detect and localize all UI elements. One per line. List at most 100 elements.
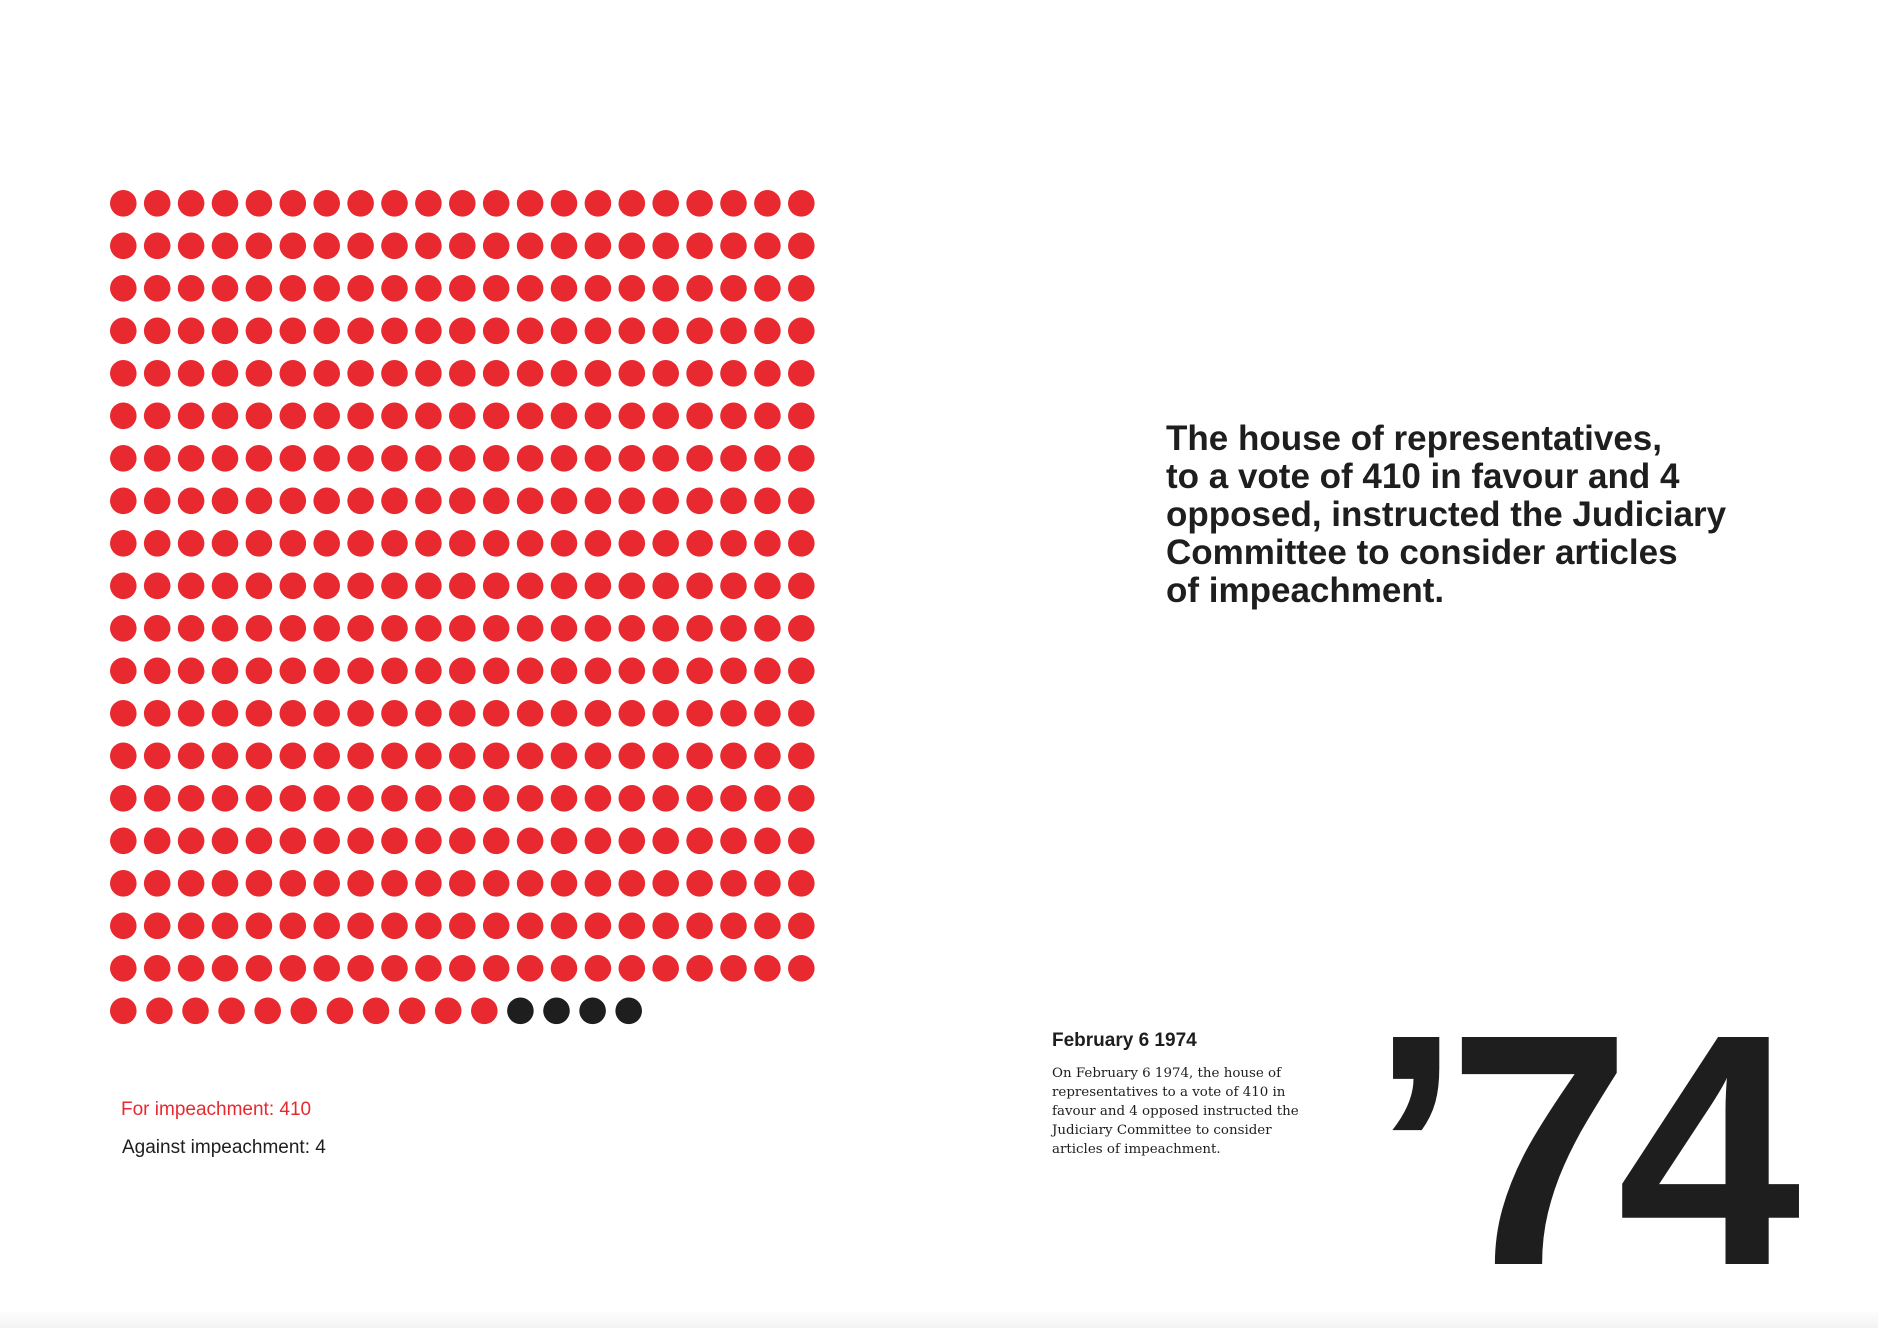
- vote-dot-for: [449, 657, 476, 685]
- vote-dot-for: [584, 912, 612, 940]
- vote-dot-for: [788, 190, 815, 217]
- vote-dot-for: [686, 232, 713, 260]
- vote-dot-for: [381, 190, 408, 217]
- vote-dot-for: [516, 190, 544, 217]
- vote-dot-for: [686, 700, 713, 727]
- legend-against-impeachment: Against impeachment: 4: [122, 1137, 326, 1158]
- headline-line: Committee to consider articles: [1166, 533, 1678, 572]
- vote-dot-for: [686, 190, 713, 217]
- vote-dot-for: [245, 912, 273, 940]
- vote-dot-for: [381, 785, 408, 812]
- vote-dot-for: [211, 870, 239, 897]
- vote-dot-for: [618, 317, 646, 345]
- page-bottom-band: [0, 1310, 1878, 1328]
- vote-dot-for: [686, 657, 713, 685]
- vote-dot-for: [482, 572, 510, 600]
- vote-dot-for: [686, 955, 713, 982]
- vote-dot-for: [652, 445, 679, 472]
- vote-dot-for: [211, 487, 239, 515]
- vote-dot-for: [652, 487, 679, 515]
- vote-dot-for: [720, 870, 747, 897]
- vote-dot-for: [143, 530, 171, 557]
- vote-dot-for: [381, 402, 408, 430]
- vote-dot-for: [177, 402, 205, 430]
- vote-dot-for: [788, 572, 815, 600]
- vote-dot-for: [415, 955, 442, 982]
- vote-dot-for: [516, 402, 544, 430]
- vote-dot-for: [381, 955, 408, 982]
- body-text-line: representatives to a vote of 410 in: [1052, 1085, 1286, 1100]
- vote-dot-for: [584, 742, 612, 770]
- vote-dot-for: [788, 955, 815, 982]
- vote-dot-for: [482, 785, 510, 812]
- vote-dot-for: [110, 232, 137, 260]
- vote-dot-for: [550, 530, 578, 557]
- vote-dot-for: [482, 870, 510, 897]
- vote-dot-for: [313, 615, 340, 642]
- vote-dot-for: [143, 912, 171, 940]
- vote-dot-for: [143, 870, 171, 897]
- vote-dot-for: [449, 190, 476, 217]
- vote-dot-for: [177, 700, 205, 727]
- vote-dot-for: [754, 827, 781, 855]
- vote-dot-for: [584, 190, 612, 217]
- vote-dot-for: [347, 360, 374, 387]
- vote-dot-for: [279, 530, 307, 557]
- vote-dot-for: [449, 317, 476, 345]
- vote-dot-for: [279, 955, 307, 982]
- vote-dot-for: [279, 190, 307, 217]
- vote-dot-for: [211, 742, 239, 770]
- vote-dot-for: [313, 572, 340, 600]
- vote-dot-for: [347, 572, 374, 600]
- vote-dot-for: [381, 360, 408, 387]
- vote-dot-for: [110, 700, 137, 727]
- vote-dot-for: [550, 785, 578, 812]
- vote-dot-for: [482, 487, 510, 515]
- vote-dot-for: [279, 615, 307, 642]
- vote-dot-for: [516, 912, 544, 940]
- vote-dot-for: [482, 912, 510, 940]
- vote-dot-for: [177, 530, 205, 557]
- vote-dot-for: [279, 785, 307, 812]
- vote-dot-for: [143, 445, 171, 472]
- vote-dot-for: [686, 487, 713, 515]
- vote-dot-for: [686, 402, 713, 430]
- vote-dot-for: [110, 955, 137, 982]
- vote-dot-for: [347, 232, 374, 260]
- vote-dot-for: [482, 402, 510, 430]
- vote-dot-for: [618, 785, 646, 812]
- vote-dot-for: [279, 700, 307, 727]
- vote-dot-for: [279, 317, 307, 345]
- vote-dot-against: [615, 997, 642, 1025]
- vote-dot-for: [415, 402, 442, 430]
- vote-dot-for: [788, 275, 815, 302]
- vote-dot-for: [584, 487, 612, 515]
- vote-dot-for: [720, 572, 747, 600]
- body-text-line: On February 6 1974, the house of: [1052, 1066, 1282, 1081]
- vote-dot-against: [507, 997, 534, 1025]
- vote-dot-for: [211, 955, 239, 982]
- vote-dot-for: [754, 445, 781, 472]
- vote-dot-for: [550, 657, 578, 685]
- vote-dot-for: [584, 445, 612, 472]
- vote-dot-for: [110, 572, 137, 600]
- vote-dot-for: [720, 912, 747, 940]
- vote-dot-for: [618, 615, 646, 642]
- vote-dot-for: [381, 912, 408, 940]
- vote-dot-for: [550, 360, 578, 387]
- vote-dot-for: [177, 615, 205, 642]
- vote-dot-for: [347, 912, 374, 940]
- vote-dot-for: [482, 657, 510, 685]
- vote-dot-for: [584, 615, 612, 642]
- vote-dot-for: [279, 870, 307, 897]
- vote-dot-for: [177, 487, 205, 515]
- vote-dot-for: [652, 827, 679, 855]
- vote-dot-for: [516, 487, 544, 515]
- vote-dot-for: [381, 487, 408, 515]
- vote-dot-for: [279, 657, 307, 685]
- vote-dot-for: [754, 955, 781, 982]
- vote-dot-for: [415, 530, 442, 557]
- vote-dot-for: [584, 360, 612, 387]
- vote-dot-for: [110, 997, 137, 1025]
- vote-dot-for: [211, 827, 239, 855]
